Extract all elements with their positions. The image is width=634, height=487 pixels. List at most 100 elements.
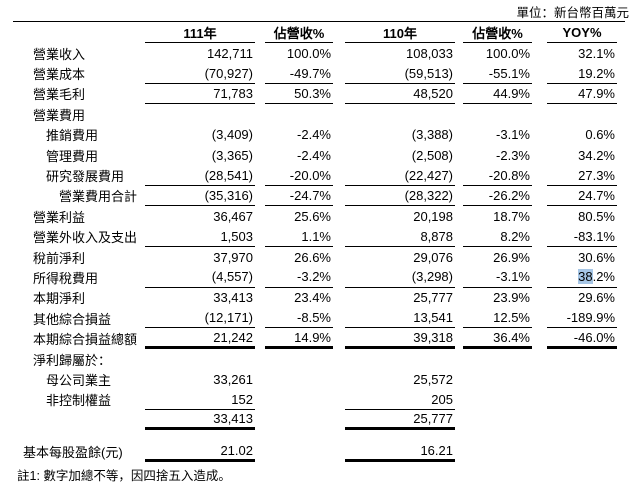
cell-pct2: 36.4% — [463, 328, 532, 349]
cell-pct2 — [463, 410, 532, 430]
cell-year1: (4,557) — [145, 267, 255, 288]
cell-yoy: 80.5% — [578, 208, 615, 224]
table-row: 營業毛利 71,783 50.3% 48,520 44.9% 47.9% — [13, 84, 625, 105]
cell-yoy — [547, 390, 617, 410]
row-label: 研究發展費用 — [46, 169, 125, 185]
header-label-cell — [13, 22, 145, 43]
cell-year2 — [345, 104, 455, 124]
cell-pct2 — [463, 390, 532, 410]
row-label: 淨利歸屬於： — [33, 352, 112, 368]
cell-year1: 36,467 — [213, 208, 253, 224]
cell-year1 — [145, 104, 255, 124]
cell-pct1: -49.7% — [265, 63, 333, 84]
cell-year1: 37,970 — [213, 249, 253, 265]
cell-year2: (3,298) — [345, 267, 455, 288]
row-label: 非控制權益 — [46, 393, 112, 409]
cell-pct2: 26.9% — [493, 249, 530, 265]
row-label: 營業利益 — [33, 209, 86, 225]
row-label: 營業費用合計 — [59, 189, 138, 205]
row-label — [13, 410, 145, 430]
cell-year1: 21.02 — [145, 441, 255, 462]
cell-pct1: 100.0% — [286, 45, 331, 61]
row-label: 營業成本 — [33, 67, 86, 83]
cell-pct1: -24.7% — [265, 186, 333, 207]
cell-year2: 13,541 — [345, 308, 455, 329]
cell-pct2: 8.2% — [463, 227, 532, 247]
cell-pct2 — [463, 441, 532, 461]
table-row: 營業收入 142,711 100.0% 108,033 100.0% 32.1% — [13, 43, 625, 63]
table-row: 淨利歸屬於： — [13, 349, 625, 369]
cell-pct1: -2.4% — [297, 127, 331, 143]
cell-pct1 — [265, 410, 333, 430]
cell-year1: (35,316) — [145, 186, 255, 207]
table-row: 營業成本 (70,927) -49.7% (59,513) -55.1% 19.2% — [13, 63, 625, 84]
cell-yoy: 32.1% — [578, 45, 615, 61]
cell-year1: 142,711 — [206, 45, 253, 61]
cell-yoy: 29.6% — [578, 290, 615, 306]
table-row: 營業外收入及支出 1,503 1.1% 8,878 8.2% -83.1% — [13, 227, 625, 247]
cell-pct1 — [265, 369, 333, 389]
cell-pct1: -8.5% — [265, 308, 333, 329]
cell-pct2: -26.2% — [463, 186, 532, 207]
cell-pct2: -20.8% — [463, 165, 532, 186]
cell-pct2: 18.7% — [493, 208, 530, 224]
cell-pct2 — [463, 369, 532, 389]
cell-yoy — [547, 441, 617, 461]
cell-year2: (3,388) — [411, 127, 453, 143]
cell-pct2 — [463, 104, 532, 124]
cell-yoy — [547, 349, 617, 369]
table-row: 本期綜合損益總額 21,242 14.9% 39,318 36.4% -46.0% — [13, 328, 625, 349]
table-row: 營業利益 36,467 25.6% 20,198 18.7% 80.5% — [13, 206, 625, 226]
cell-pct1: 26.6% — [294, 249, 331, 265]
cell-yoy: 47.9% — [547, 84, 617, 105]
income-statement-table: 111年 佔營收% 110年 佔營收% YOY% 營業收入 142,711 100.… — [13, 21, 625, 484]
table-row: 33,413 25,777 — [13, 410, 625, 431]
cell-year1: (3,365) — [211, 147, 253, 163]
cell-year1: 33,413 — [145, 410, 255, 431]
cell-pct2: 100.0% — [485, 45, 530, 61]
cell-pct2: -2.3% — [496, 147, 530, 163]
header-year-111: 111年 — [145, 22, 255, 43]
row-label: 所得稅費用 — [33, 270, 99, 286]
cell-pct1 — [265, 390, 333, 410]
table-row: 研究發展費用 (28,541) -20.0% (22,427) -20.8% 27.3% — [13, 165, 625, 186]
cell-year2: (2,508) — [411, 147, 453, 163]
table-row: 管理費用 (3,365) -2.4% (2,508) -2.3% 34.2% — [13, 145, 625, 165]
cell-year2: 25,777 — [413, 290, 453, 306]
cell-year2: (28,322) — [345, 186, 455, 207]
table-row: 推銷費用 (3,409) -2.4% (3,388) -3.1% 0.6% — [13, 125, 625, 145]
table-header-row: 111年 佔營收% 110年 佔營收% YOY% — [13, 22, 625, 43]
row-label: 本期綜合損益總額 — [33, 332, 138, 348]
table-row: 非控制權益 152 205 — [13, 390, 625, 411]
row-label: 母公司業主 — [46, 372, 112, 388]
cell-year1: 152 — [145, 390, 255, 411]
cell-year2: (59,513) — [345, 63, 455, 84]
row-label: 管理費用 — [46, 148, 99, 164]
cell-year1: (12,171) — [145, 308, 255, 329]
cell-year2: 39,318 — [345, 328, 455, 349]
header-pct-of-revenue-1: 佔營收% — [265, 22, 333, 43]
cell-pct1 — [265, 349, 333, 369]
row-label: 營業毛利 — [33, 87, 86, 103]
unit-label: 單位：新台幣百萬元 — [516, 6, 629, 20]
cell-year2 — [345, 349, 455, 369]
header-yoy: YOY% — [547, 22, 617, 43]
cell-yoy: 27.3% — [547, 165, 617, 186]
cell-pct1: -3.2% — [265, 267, 333, 288]
cell-yoy: 24.7% — [547, 186, 617, 207]
header-year-110: 110年 — [345, 22, 455, 43]
spacer-row — [13, 430, 625, 441]
table-row: 營業費用 — [13, 104, 625, 124]
cell-yoy — [547, 410, 617, 430]
table-row: 稅前淨利 37,970 26.6% 29,076 26.9% 30.6% — [13, 247, 625, 267]
row-label: 基本每股盈餘(元) — [23, 445, 123, 461]
cell-yoy: -83.1% — [547, 227, 617, 247]
table-row: 母公司業主 33,261 25,572 — [13, 369, 625, 389]
cell-year2: 29,076 — [413, 249, 453, 265]
cell-year1: 33,261 — [213, 371, 253, 387]
footnote: 註1: 數字加總不等，因四捨五入造成。 — [17, 468, 231, 483]
cell-year2: 48,520 — [345, 84, 455, 105]
cell-year2: 108,033 — [406, 45, 453, 61]
cell-year1: (70,927) — [145, 63, 255, 84]
cell-year2: 205 — [345, 390, 455, 411]
